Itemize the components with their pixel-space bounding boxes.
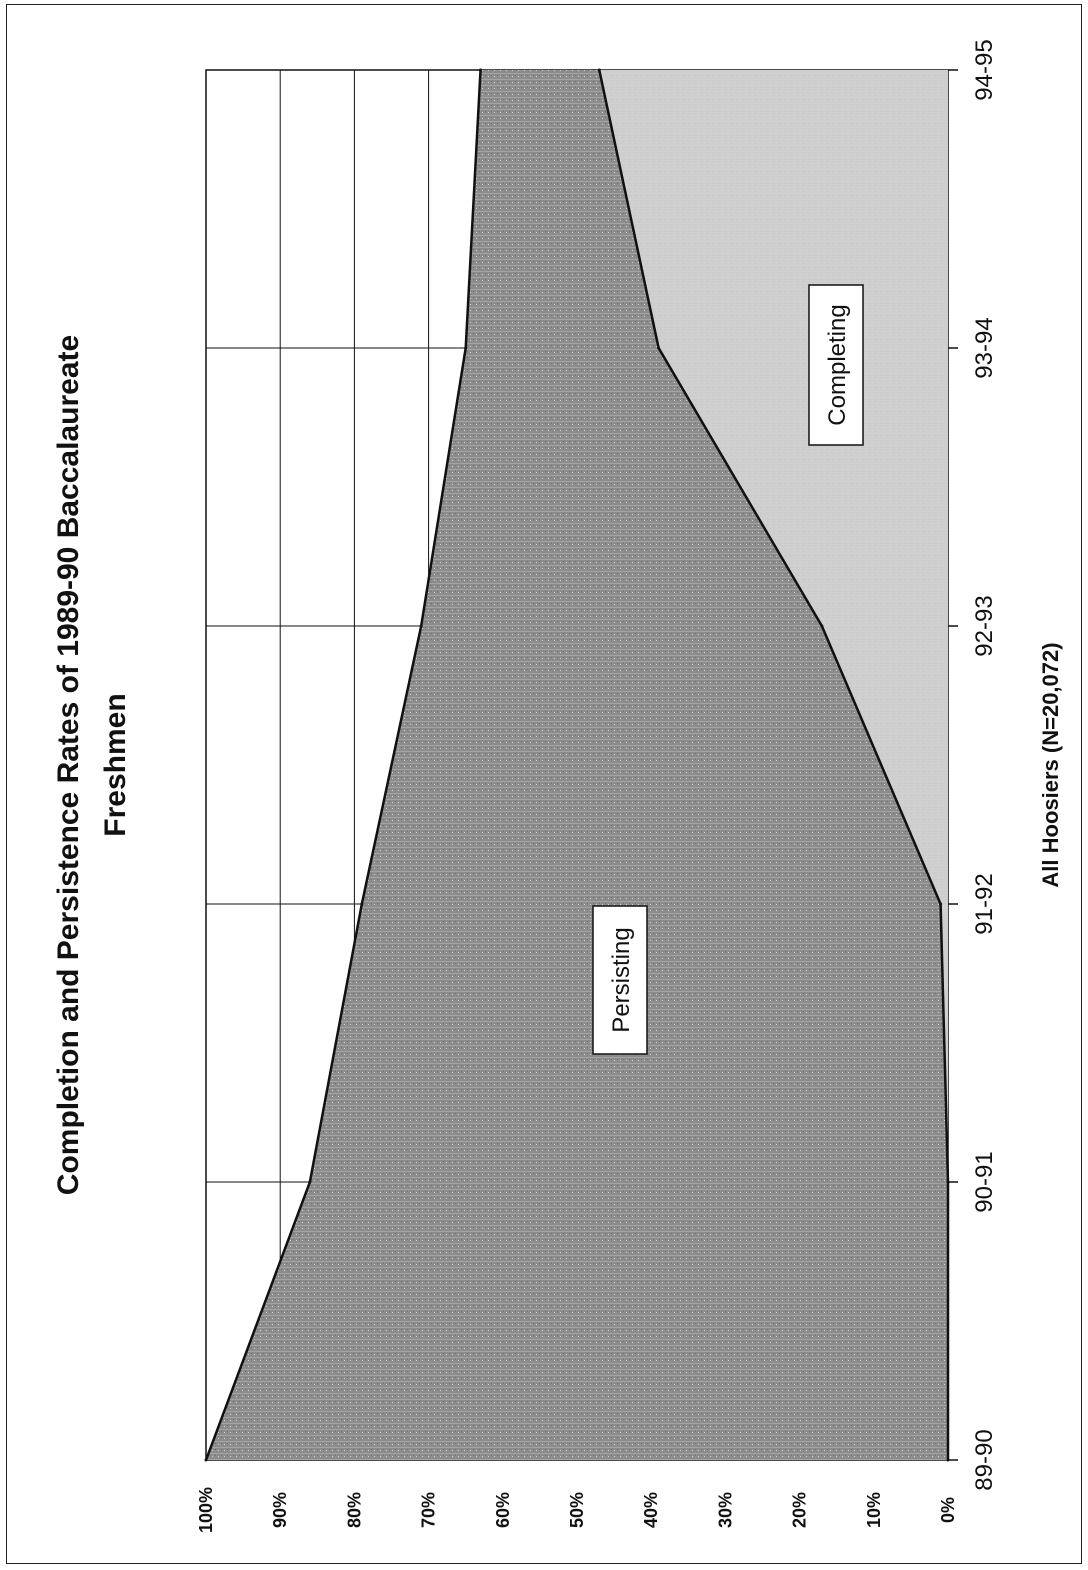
y-tick-label-100: 100% (196, 1487, 216, 1533)
y-tick-label-10: 10% (864, 1492, 884, 1528)
persisting-point-91-92 (360, 902, 364, 906)
completing-point-94-95 (597, 68, 601, 72)
x-tick-label-89-90: 89-90 (971, 1429, 998, 1490)
completing-label: Completing (824, 304, 851, 425)
persisting-point-93-94 (464, 346, 468, 350)
y-tick-label-0: 0% (938, 1497, 958, 1523)
completing-label-box: Completing (808, 284, 864, 446)
y-tick-label-50: 50% (567, 1492, 587, 1528)
y-tick-label-90: 90% (270, 1492, 290, 1528)
persisting-point-90-91 (308, 1180, 312, 1184)
completing-line (598, 69, 950, 1460)
persisting-line (204, 69, 482, 1461)
x-tick-label-91-92: 91-92 (971, 873, 998, 934)
x-tick-label-90-91: 90-91 (971, 1151, 998, 1212)
x-tick-label-93-94: 93-94 (971, 317, 998, 378)
page-frame (6, 4, 1082, 1564)
y-tick-label-70: 70% (419, 1492, 439, 1528)
completing-point-93-94 (657, 346, 661, 350)
y-tick-label-60: 60% (493, 1492, 513, 1528)
chart-title-line2: Freshmen (99, 693, 132, 836)
x-tick-label-92-93: 92-93 (971, 595, 998, 656)
chart-title: Completion and Persistence Rates of 1989… (52, 335, 85, 1195)
persisting-point-92-93 (419, 624, 423, 628)
labels: Completion and Persistence Rates of 1989… (52, 284, 1063, 1195)
x-axis-label: All Hoosiers (N=20,072) (1038, 642, 1063, 887)
x-tick-label-94-95: 94-95 (971, 39, 998, 100)
y-tick-label-30: 30% (715, 1492, 735, 1528)
persisting-label-box: Persisting (592, 905, 648, 1055)
persisting-label: Persisting (608, 927, 635, 1032)
completing-point-91-92 (939, 902, 943, 906)
y-tick-label-40: 40% (641, 1492, 661, 1528)
y-tick-label-20: 20% (790, 1492, 810, 1528)
axes: 0% 10% 20% 30% 40% 50% 60% 70% 80% 90% 100% 89-90 90… (196, 39, 998, 1533)
y-tick-label-80: 80% (344, 1492, 364, 1528)
persisting-point-94-95 (479, 68, 483, 72)
persisting-point-89-90 (204, 1458, 208, 1462)
completing-point-92-93 (820, 624, 824, 628)
